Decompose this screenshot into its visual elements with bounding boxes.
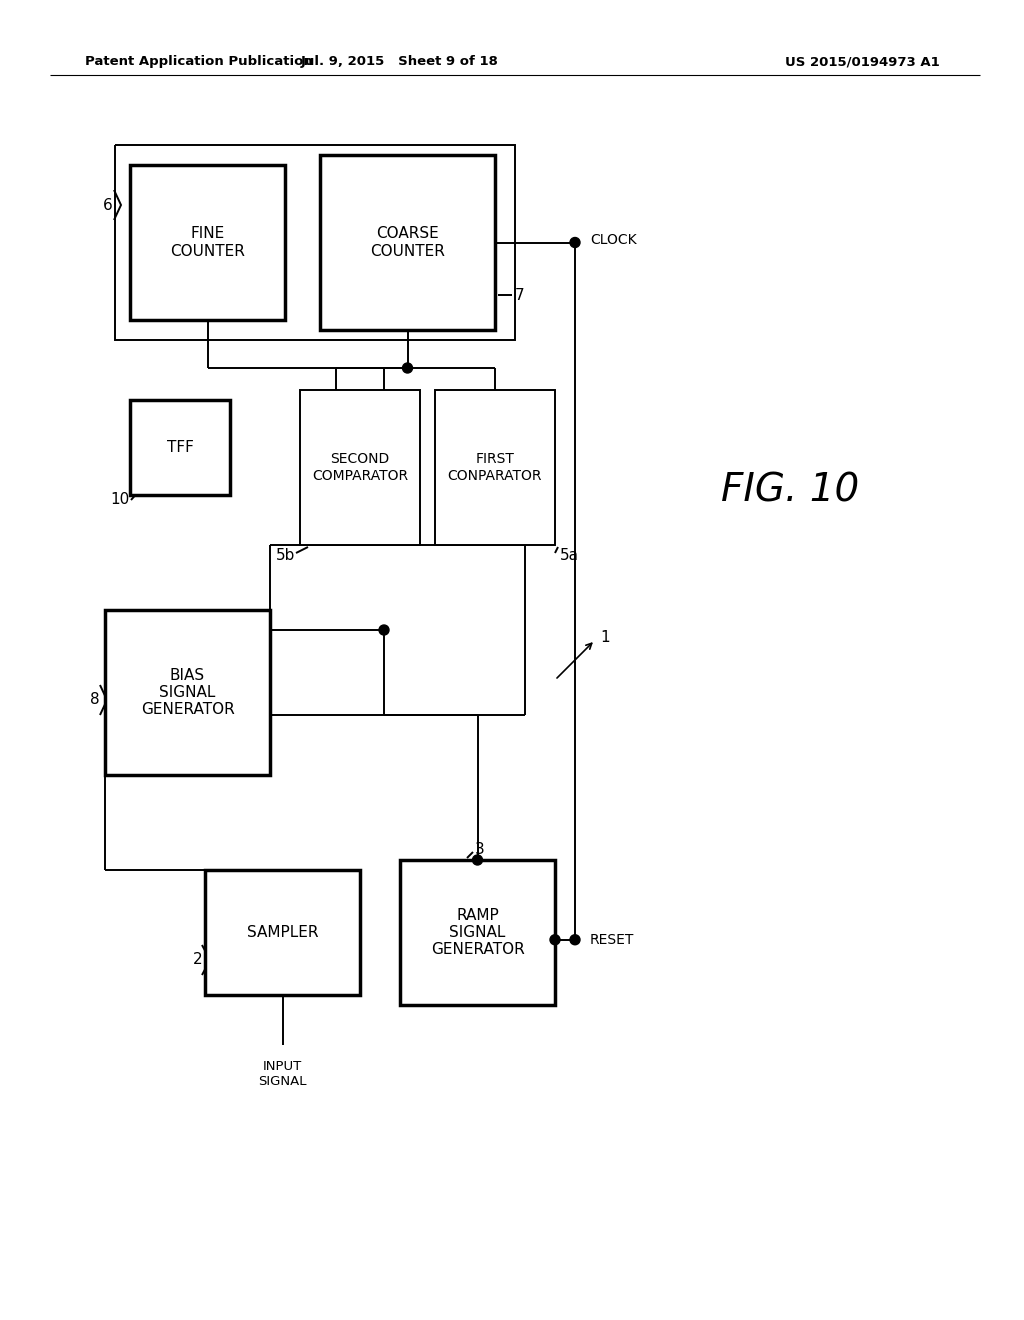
Text: TFF: TFF [167, 440, 194, 455]
Text: BIAS
SIGNAL
GENERATOR: BIAS SIGNAL GENERATOR [140, 668, 234, 717]
Text: Patent Application Publication: Patent Application Publication [85, 55, 312, 69]
Bar [435, 389, 555, 545]
Text: COARSE
COUNTER: COARSE COUNTER [370, 226, 445, 259]
Text: FIG. 10: FIG. 10 [721, 471, 859, 510]
Text: 3: 3 [475, 842, 484, 858]
Text: SECOND
COMPARATOR: SECOND COMPARATOR [312, 453, 408, 483]
Text: CLOCK: CLOCK [590, 234, 637, 248]
Text: FIRST
CONPARATOR: FIRST CONPARATOR [447, 453, 543, 483]
Text: 7: 7 [515, 288, 524, 302]
Text: 2: 2 [193, 953, 202, 968]
Circle shape [402, 363, 413, 374]
Text: 8: 8 [90, 693, 100, 708]
Bar [205, 870, 360, 995]
Circle shape [550, 935, 560, 945]
Text: INPUT
SIGNAL: INPUT SIGNAL [258, 1060, 307, 1088]
Text: 5a: 5a [560, 548, 579, 562]
Text: RAMP
SIGNAL
GENERATOR: RAMP SIGNAL GENERATOR [431, 908, 524, 957]
Text: FINE
COUNTER: FINE COUNTER [170, 226, 245, 259]
Text: 6: 6 [103, 198, 113, 213]
Circle shape [379, 624, 389, 635]
Text: 5b: 5b [275, 548, 295, 562]
Text: US 2015/0194973 A1: US 2015/0194973 A1 [785, 55, 940, 69]
Text: 10: 10 [111, 492, 130, 507]
Text: Jul. 9, 2015   Sheet 9 of 18: Jul. 9, 2015 Sheet 9 of 18 [301, 55, 499, 69]
Circle shape [570, 935, 580, 945]
Circle shape [570, 238, 580, 248]
Bar [130, 165, 285, 319]
Text: RESET: RESET [590, 933, 635, 946]
Bar [130, 400, 230, 495]
Bar [300, 389, 420, 545]
Circle shape [472, 855, 482, 865]
Bar [105, 610, 270, 775]
Text: SAMPLER: SAMPLER [247, 925, 318, 940]
Bar [319, 154, 495, 330]
Bar [400, 861, 555, 1005]
Text: 1: 1 [600, 630, 609, 644]
